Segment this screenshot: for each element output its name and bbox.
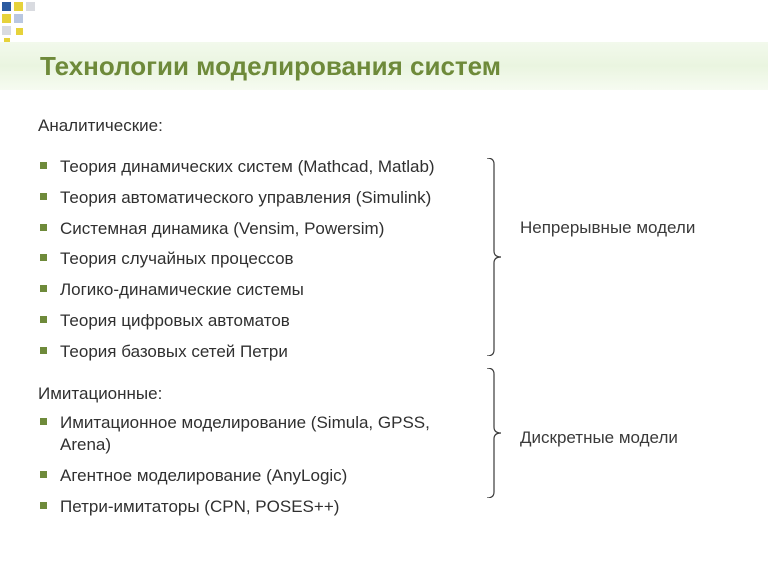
label-continuous-models: Непрерывные модели <box>520 218 695 238</box>
title-band: Технологии моделирования систем <box>0 42 768 90</box>
list-item: Системная динамика (Vensim, Powersim) <box>38 218 478 240</box>
brace-continuous <box>485 158 503 356</box>
corner-decoration <box>0 0 40 45</box>
page-title: Технологии моделирования систем <box>40 51 501 82</box>
analytical-list: Теория динамических систем (Mathcad, Mat… <box>38 156 478 362</box>
content-area: Аналитические: Теория динамических систе… <box>38 110 478 526</box>
deco-square <box>16 28 23 35</box>
section-simulation-label: Имитационные: <box>38 384 478 404</box>
list-item: Петри-имитаторы (CPN, POSES++) <box>38 496 478 518</box>
section-analytical-label: Аналитические: <box>38 116 478 136</box>
deco-square <box>2 2 11 11</box>
deco-square <box>26 2 35 11</box>
brace-discrete <box>485 368 503 498</box>
list-item: Теория автоматического управления (Simul… <box>38 187 478 209</box>
list-item: Теория динамических систем (Mathcad, Mat… <box>38 156 478 178</box>
list-item: Теория цифровых автоматов <box>38 310 478 332</box>
deco-square <box>14 2 23 11</box>
list-item: Имитационное моделирование (Simula, GPSS… <box>38 412 478 456</box>
deco-square <box>2 26 11 35</box>
simulation-list: Имитационное моделирование (Simula, GPSS… <box>38 412 478 517</box>
list-item: Теория случайных процессов <box>38 248 478 270</box>
deco-square <box>2 14 11 23</box>
list-item: Теория базовых сетей Петри <box>38 341 478 363</box>
list-item: Логико-динамические системы <box>38 279 478 301</box>
label-discrete-models: Дискретные модели <box>520 428 678 448</box>
deco-square <box>14 14 23 23</box>
list-item: Агентное моделирование (AnyLogic) <box>38 465 478 487</box>
